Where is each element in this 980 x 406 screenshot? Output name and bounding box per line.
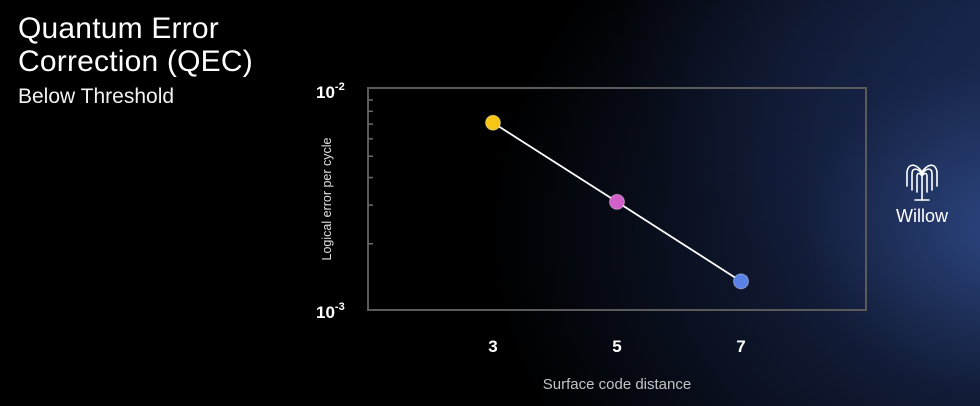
y-tick-labels: 10-2 10-3: [316, 81, 345, 322]
plot-frame: [367, 87, 867, 311]
x-tick-labels: 3 5 7: [488, 337, 745, 356]
y-tick-label: 10-2: [316, 81, 345, 102]
data-point: [609, 193, 625, 210]
slide-subtitle: Below Threshold: [18, 85, 175, 108]
willow-tree-icon: [906, 164, 938, 201]
x-tick-label: 3: [488, 337, 497, 356]
slide-title: Quantum Error Correction (QEC): [18, 12, 253, 78]
y-axis-label: Logical error per cycle: [320, 137, 334, 260]
x-tick-label: 5: [612, 337, 621, 356]
x-axis-label: Surface code distance: [543, 376, 691, 393]
data-point: [733, 273, 749, 290]
y-tick-label: 10-3: [316, 301, 345, 322]
willow-brand: Willow: [884, 158, 960, 227]
data-point: [485, 114, 501, 131]
title-block: Quantum Error Correction (QEC) Below Thr…: [18, 12, 318, 110]
willow-label: Willow: [896, 206, 948, 226]
y-minor-ticks: [368, 99, 373, 245]
series-group: [485, 114, 749, 290]
x-tick-label: 7: [736, 337, 745, 356]
